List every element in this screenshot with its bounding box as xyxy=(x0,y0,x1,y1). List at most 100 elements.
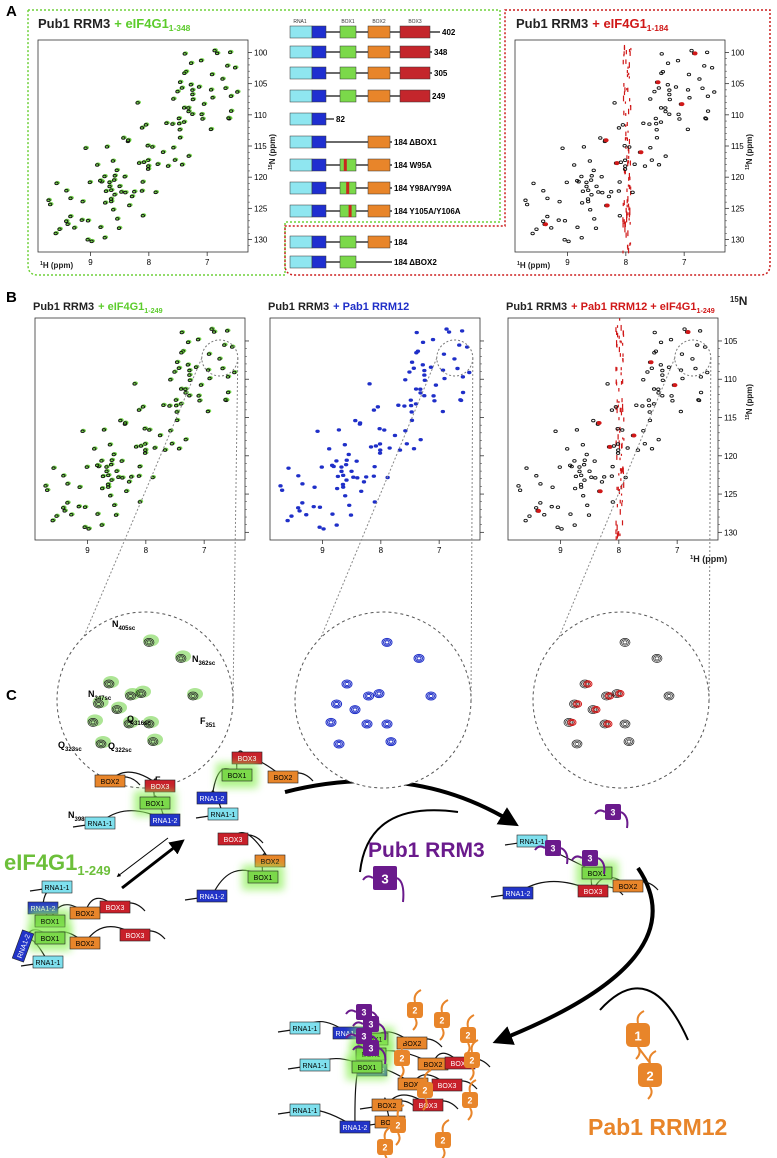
peak xyxy=(564,180,569,185)
construct: 249 xyxy=(289,89,446,103)
noise-streak xyxy=(630,47,632,51)
peak xyxy=(347,503,352,508)
rna1-cyan xyxy=(289,181,313,195)
noise-streak xyxy=(616,367,618,371)
peak xyxy=(351,475,356,479)
rrm-tail xyxy=(412,989,422,1031)
peak xyxy=(110,159,115,163)
peak xyxy=(665,61,671,65)
peak xyxy=(584,180,589,185)
peak xyxy=(541,188,546,193)
construct: 184 Y98A/Y99A xyxy=(289,181,452,195)
residue: N xyxy=(192,654,199,664)
peak xyxy=(353,418,358,423)
tick-label: 120 xyxy=(254,173,268,182)
noise-streak xyxy=(623,44,626,50)
noise-streak xyxy=(619,468,622,471)
noise-streak xyxy=(622,334,625,337)
peak xyxy=(334,486,340,491)
peak xyxy=(104,465,109,469)
peak-shifted xyxy=(603,138,609,143)
peak xyxy=(667,112,672,116)
rrm3-label: 3 xyxy=(362,1008,367,1018)
red-frame xyxy=(284,9,771,276)
peak xyxy=(176,366,181,370)
peak xyxy=(208,88,214,92)
noise-streak xyxy=(620,411,623,416)
peak xyxy=(121,136,126,140)
construct-label: 184 xyxy=(394,238,408,247)
contour xyxy=(145,639,153,646)
tick-label: 115 xyxy=(254,142,267,151)
mutation xyxy=(343,159,347,171)
peak xyxy=(666,365,672,369)
peak xyxy=(84,465,89,469)
peak xyxy=(649,158,654,162)
peak xyxy=(414,351,419,355)
contour xyxy=(413,653,425,663)
peak xyxy=(343,462,349,467)
peak-shifted xyxy=(543,222,549,227)
peak xyxy=(133,445,139,449)
peak xyxy=(205,409,211,414)
peak xyxy=(64,188,69,193)
contour xyxy=(603,720,613,728)
rrm12 xyxy=(435,1132,451,1148)
peak xyxy=(594,184,599,189)
peak xyxy=(642,442,647,446)
contour xyxy=(585,681,591,687)
axis-iso: 15 xyxy=(745,164,751,170)
peak xyxy=(172,370,177,374)
contour xyxy=(177,655,185,662)
peak xyxy=(62,509,67,513)
box-label: BOX2 xyxy=(619,884,638,891)
peak xyxy=(556,218,561,222)
domain-box: BOX2 xyxy=(612,879,644,893)
peak xyxy=(111,452,116,457)
peak xyxy=(523,198,528,203)
tick-label: 130 xyxy=(731,236,745,245)
peak xyxy=(652,351,657,355)
peak xyxy=(464,345,470,349)
peak xyxy=(285,518,290,523)
rrm3-label: 3 xyxy=(611,808,616,818)
box xyxy=(41,880,73,894)
peak xyxy=(663,106,668,110)
panel-title: Pub1 RRM3 + eIF4G11-348 xyxy=(38,16,191,33)
noise-streak xyxy=(625,131,627,137)
axis-text: H (ppm) xyxy=(693,554,727,564)
tick-label: 9 xyxy=(88,258,93,267)
contour xyxy=(619,638,631,647)
peak xyxy=(122,421,128,425)
peak xyxy=(599,174,604,179)
peak xyxy=(198,58,204,63)
peak xyxy=(177,136,183,140)
peak xyxy=(557,199,562,204)
noise-streak xyxy=(616,454,618,460)
rna1-cyan xyxy=(289,45,313,59)
box-label: BOX1 xyxy=(146,801,165,808)
peak xyxy=(587,159,592,163)
peak xyxy=(181,106,187,110)
peak xyxy=(572,486,578,491)
noise-streak xyxy=(629,51,631,56)
construct-label: 184 Y105A/Y106A xyxy=(394,207,461,216)
construct-label: 249 xyxy=(432,92,446,101)
residue: N xyxy=(68,810,75,820)
peak xyxy=(697,77,702,81)
noise-streak xyxy=(624,221,626,228)
noise-streak xyxy=(619,499,621,504)
residue-sub: 351 xyxy=(206,723,217,729)
residue: Q xyxy=(127,714,134,724)
domain-box: RNA1-2 xyxy=(149,813,181,827)
rrm-tail xyxy=(399,1037,409,1079)
noise-streak xyxy=(625,136,627,140)
box-label: BOX1 xyxy=(41,919,60,926)
rrm-tail xyxy=(469,1039,479,1081)
peak xyxy=(53,231,58,236)
peak xyxy=(622,143,627,148)
peak-shifted xyxy=(638,150,644,155)
peak xyxy=(334,459,339,463)
peak xyxy=(296,474,301,478)
box xyxy=(99,900,131,914)
